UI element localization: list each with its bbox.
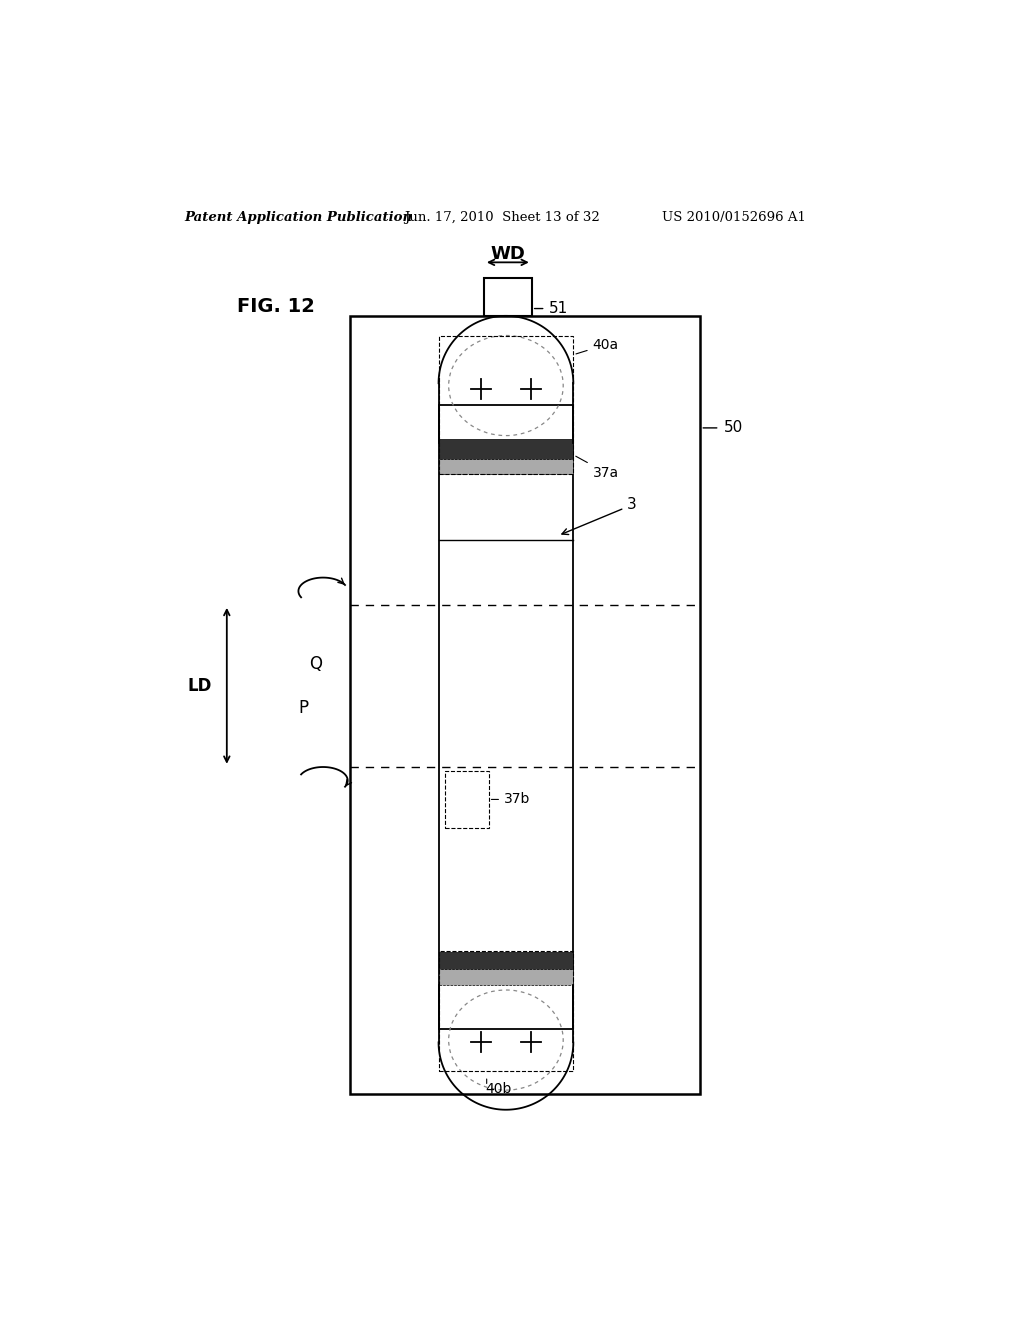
Text: 37a: 37a — [575, 457, 618, 479]
Bar — [438, 440, 573, 459]
Bar — [438, 405, 573, 1028]
Text: P: P — [299, 698, 309, 717]
Text: 51: 51 — [549, 301, 568, 315]
Bar — [438, 335, 573, 474]
Text: FIG. 12: FIG. 12 — [237, 297, 314, 315]
Text: 3: 3 — [562, 498, 637, 535]
Bar — [438, 459, 573, 474]
Text: 40b: 40b — [485, 1082, 511, 1097]
Bar — [484, 277, 531, 317]
Text: Jun. 17, 2010  Sheet 13 of 32: Jun. 17, 2010 Sheet 13 of 32 — [403, 211, 600, 224]
Text: Patent Application Publication: Patent Application Publication — [184, 211, 413, 224]
Bar — [438, 952, 573, 969]
Text: WD: WD — [490, 244, 525, 263]
Bar — [350, 317, 700, 1094]
Text: Q: Q — [309, 655, 322, 673]
Text: US 2010/0152696 A1: US 2010/0152696 A1 — [662, 211, 806, 224]
Text: LD: LD — [187, 677, 211, 694]
Text: 37b: 37b — [492, 792, 530, 807]
Text: 40a: 40a — [575, 338, 618, 354]
Bar — [438, 952, 573, 1071]
Bar — [438, 969, 573, 985]
Text: 50: 50 — [724, 420, 742, 436]
Bar — [444, 771, 488, 829]
